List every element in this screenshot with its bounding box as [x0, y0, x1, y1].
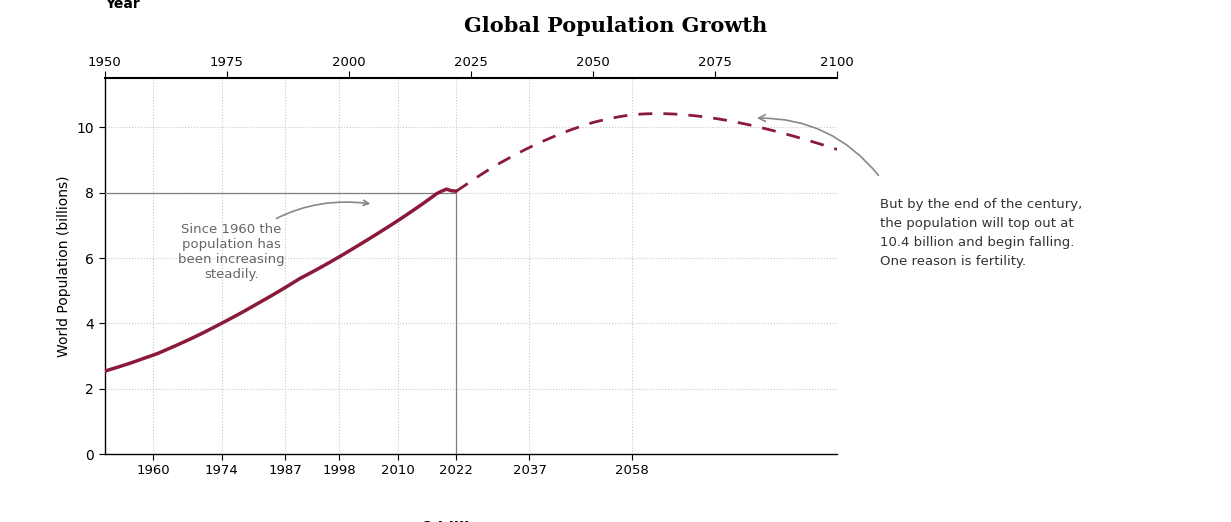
- Text: Year: Year: [105, 0, 139, 10]
- Text: 8 billion: 8 billion: [422, 521, 490, 522]
- Y-axis label: World Population (billions): World Population (billions): [57, 175, 71, 357]
- Text: But by the end of the century,
the population will top out at
10.4 billion and b: But by the end of the century, the popul…: [880, 198, 1082, 268]
- Text: Since 1960 the
population has
been increasing
steadily.: Since 1960 the population has been incre…: [178, 200, 368, 280]
- Text: Global Population Growth: Global Population Growth: [464, 16, 767, 36]
